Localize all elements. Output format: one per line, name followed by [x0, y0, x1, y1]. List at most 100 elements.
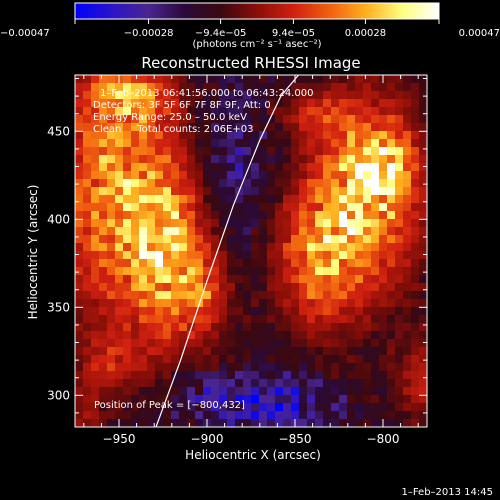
heatmap-pixel — [75, 107, 84, 116]
heatmap-pixel — [131, 419, 140, 427]
heatmap-pixel — [115, 339, 124, 348]
heatmap-pixel — [379, 411, 388, 420]
heatmap-pixel — [251, 403, 260, 412]
heatmap-pixel — [155, 147, 164, 156]
heatmap-pixel — [395, 187, 404, 196]
heatmap-pixel — [363, 283, 372, 292]
heatmap-pixel — [275, 379, 284, 388]
heatmap-pixel — [251, 267, 260, 276]
heatmap-pixel — [163, 363, 172, 372]
heatmap-pixel — [267, 155, 276, 164]
heatmap-pixel — [115, 163, 124, 172]
heatmap-pixel — [83, 307, 92, 316]
heatmap-pixel — [147, 331, 156, 340]
heatmap-pixel — [259, 267, 268, 276]
heatmap-pixel — [203, 307, 212, 316]
heatmap-pixel — [363, 267, 372, 276]
heatmap-pixel — [267, 107, 276, 116]
heatmap-pixel — [219, 235, 228, 244]
heatmap-pixel — [91, 283, 100, 292]
colorbar-ticks: −0.00047 −0.00028 −9.4e−05 9.4e−05 0.00028 0.… — [0, 19, 500, 39]
heatmap-pixel — [123, 75, 132, 84]
heatmap-pixel — [211, 99, 220, 108]
heatmap-pixel — [379, 123, 388, 132]
heatmap-pixel — [195, 187, 204, 196]
heatmap-pixel — [107, 331, 116, 340]
heatmap-pixel — [179, 259, 188, 268]
heatmap-pixel — [299, 195, 308, 204]
heatmap-pixel — [83, 411, 92, 420]
heatmap-pixel — [235, 315, 244, 324]
heatmap-pixel — [171, 267, 180, 276]
heatmap-pixel — [259, 299, 268, 308]
heatmap-pixel — [211, 83, 220, 92]
heatmap-pixel — [371, 251, 380, 260]
heatmap-pixel — [139, 187, 148, 196]
heatmap-pixel — [203, 355, 212, 364]
heatmap-pixel — [243, 275, 252, 284]
heatmap-pixel — [227, 347, 236, 356]
heatmap-pixel — [419, 323, 427, 332]
heatmap-pixel — [91, 355, 100, 364]
heatmap-pixel — [107, 251, 116, 260]
heatmap-pixel — [315, 243, 324, 252]
heatmap-pixel — [379, 131, 388, 140]
heatmap-pixel — [419, 235, 427, 244]
heatmap-pixel — [307, 139, 316, 148]
heatmap-pixel — [163, 147, 172, 156]
heatmap-pixel — [387, 299, 396, 308]
heatmap-pixel — [323, 331, 332, 340]
heatmap-pixel — [299, 227, 308, 236]
heatmap-pixel — [355, 99, 364, 108]
heatmap-pixel — [147, 355, 156, 364]
heatmap-pixel — [211, 171, 220, 180]
heatmap-pixel — [139, 139, 148, 148]
heatmap-pixel — [91, 251, 100, 260]
heatmap-pixel — [299, 107, 308, 116]
heatmap-pixel — [355, 147, 364, 156]
heatmap-pixel — [291, 267, 300, 276]
y-tick-label: 450 — [47, 124, 70, 138]
heatmap-pixel — [179, 195, 188, 204]
heatmap-pixel — [403, 419, 412, 427]
heatmap-pixel — [363, 419, 372, 427]
heatmap-pixel — [259, 259, 268, 268]
heatmap-pixel — [139, 195, 148, 204]
heatmap-pixel — [259, 379, 268, 388]
heatmap-pixel — [355, 387, 364, 396]
heatmap-pixel — [251, 283, 260, 292]
heatmap-pixel — [99, 227, 108, 236]
heatmap-pixel — [315, 259, 324, 268]
heatmap-pixel — [171, 155, 180, 164]
heatmap-pixel — [107, 171, 116, 180]
heatmap-pixel — [155, 187, 164, 196]
heatmap-pixel — [227, 395, 236, 404]
heatmap-pixel — [187, 115, 196, 124]
heatmap-pixel — [291, 243, 300, 252]
heatmap-pixel — [331, 227, 340, 236]
heatmap-pixel — [371, 403, 380, 412]
heatmap-pixel — [331, 395, 340, 404]
heatmap-pixel — [267, 75, 276, 84]
heatmap-pixel — [131, 83, 140, 92]
heatmap-pixel — [411, 275, 420, 284]
heatmap-pixel — [339, 355, 348, 364]
heatmap-pixel — [195, 363, 204, 372]
heatmap-pixel — [115, 211, 124, 220]
heatmap-pixel — [99, 259, 108, 268]
heatmap-pixel — [211, 379, 220, 388]
heatmap-pixel — [139, 83, 148, 92]
heatmap-pixel — [99, 123, 108, 132]
heatmap-pixel — [107, 91, 116, 100]
heatmap-pixel — [419, 275, 427, 284]
heatmap-pixel — [219, 91, 228, 100]
heatmap-pixel — [75, 267, 84, 276]
heatmap-pixel — [107, 403, 116, 412]
heatmap-pixel — [227, 283, 236, 292]
heatmap-pixel — [171, 259, 180, 268]
heatmap-pixel — [139, 259, 148, 268]
heatmap-pixel — [99, 387, 108, 396]
heatmap-pixel — [115, 403, 124, 412]
heatmap-pixel — [267, 171, 276, 180]
heatmap-pixel — [203, 411, 212, 420]
